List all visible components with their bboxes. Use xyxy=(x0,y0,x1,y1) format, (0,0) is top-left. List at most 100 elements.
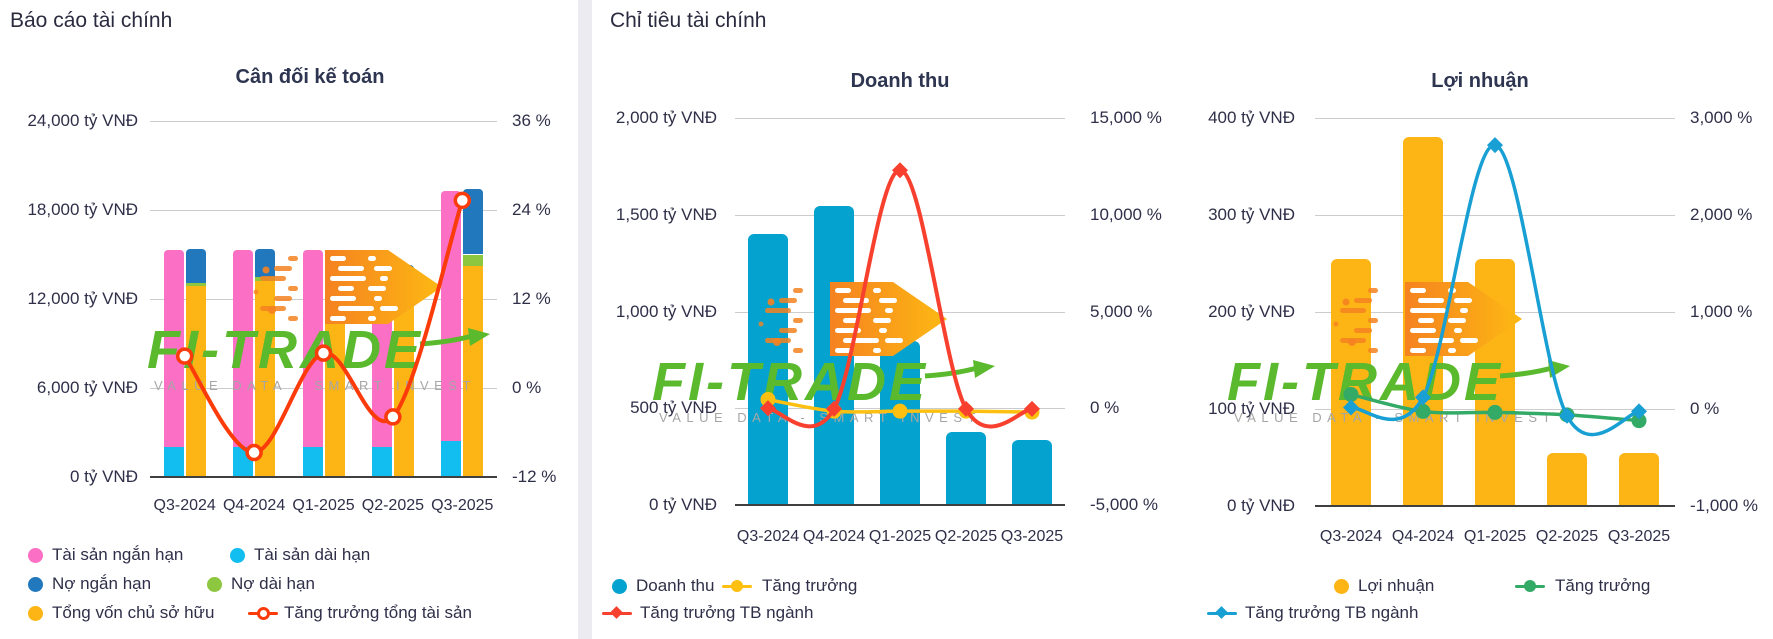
bar-segment-no-ngan-han[interactable] xyxy=(393,264,414,285)
y-axis-tick-label: 500 tỷ VNĐ xyxy=(630,398,717,418)
y-axis-tick-label: 2,000 tỷ VNĐ xyxy=(615,108,717,127)
legend-swatch-circle-icon xyxy=(28,605,43,621)
bar-segment-tong-von-chu-so-huu[interactable] xyxy=(393,294,414,477)
legend-label: Tăng trưởng TB ngành xyxy=(1245,603,1419,622)
legend-marker-icon xyxy=(1215,606,1228,619)
bar-segment-tai-san-dai-han[interactable] xyxy=(302,447,323,477)
x-axis-tick-label: Q3-2025 xyxy=(431,497,494,514)
legend-item-tai-san-ngan-han[interactable]: Tài sản ngắn hạn xyxy=(28,545,242,564)
legend-swatch-circle-icon xyxy=(1334,578,1349,594)
bar-segment-tai-san-ngan-han[interactable] xyxy=(233,250,254,448)
bar-segment-loi-nhuan[interactable] xyxy=(1547,452,1587,506)
x-axis-tick-label: Q4-2024 xyxy=(1391,528,1455,545)
bar-segment-loi-nhuan[interactable] xyxy=(1619,452,1659,506)
legend-item-tang-truong[interactable]: Tăng trưởng xyxy=(722,576,952,595)
x-axis-tick-label: Q3-2024 xyxy=(1319,528,1383,545)
grid-line xyxy=(1315,118,1675,119)
chart-title-loi-nhuan: Lợi nhuận xyxy=(1431,70,1529,92)
bar-segment-no-dai-han[interactable] xyxy=(463,254,484,267)
legend-label: Doanh thu xyxy=(636,576,715,595)
bar-segment-tong-von-chu-so-huu[interactable] xyxy=(463,266,484,477)
y-axis-tick-label: 100 tỷ VNĐ xyxy=(1208,399,1295,418)
legend-item-tang-truong[interactable]: Tăng trưởng xyxy=(1515,576,1745,595)
left-panel xyxy=(0,0,578,639)
x-axis-tick-label: Q2-2025 xyxy=(934,528,998,545)
x-axis-tick-label: Q2-2025 xyxy=(1535,528,1599,545)
bar-segment-tai-san-ngan-han[interactable] xyxy=(163,250,184,448)
legend-item-loi-nhuan[interactable]: Lợi nhuận xyxy=(1334,576,1548,595)
grid-line xyxy=(1315,215,1675,216)
x-axis-tick-label: Q1-2025 xyxy=(1463,528,1527,545)
chart-title-doanh-thu: Doanh thu xyxy=(850,70,950,92)
bar-segment-no-ngan-han[interactable] xyxy=(463,189,484,255)
x-axis-tick-label: Q3-2024 xyxy=(153,497,216,514)
bar-segment-tai-san-dai-han[interactable] xyxy=(371,447,392,477)
bar-segment-loi-nhuan[interactable] xyxy=(1331,258,1371,506)
bar-segment-no-dai-han[interactable] xyxy=(185,283,206,287)
legend-marker-icon xyxy=(1524,580,1536,592)
secondary-axis-tick-label: 0 % xyxy=(1090,398,1120,418)
y-axis-tick-label: 6,000 tỷ VNĐ xyxy=(36,378,138,397)
bar-segment-loi-nhuan[interactable] xyxy=(1403,137,1443,506)
bar-segment-doanh-thu[interactable] xyxy=(880,341,920,505)
bar-segment-loi-nhuan[interactable] xyxy=(1475,258,1515,506)
secondary-axis-tick-label: -5,000 % xyxy=(1090,495,1159,514)
bar-segment-tai-san-ngan-han[interactable] xyxy=(302,250,323,448)
x-axis-tick-label: Q1-2025 xyxy=(868,528,932,545)
secondary-axis-tick-label: 0 % xyxy=(1690,399,1720,418)
legend-item-tang-truong-tb-nganh[interactable]: Tăng trưởng TB ngành xyxy=(1207,603,1435,622)
bar-segment-tong-von-chu-so-huu[interactable] xyxy=(185,286,206,477)
y-axis-tick-label: 0 tỷ VNĐ xyxy=(1226,496,1295,515)
bar-segment-tai-san-dai-han[interactable] xyxy=(441,441,462,477)
legend-label: Tăng trưởng tổng tài sản xyxy=(284,603,472,622)
bar-segment-no-ngan-han[interactable] xyxy=(324,250,345,273)
bar-segment-tai-san-ngan-han[interactable] xyxy=(441,190,462,442)
x-axis-tick-label: Q2-2025 xyxy=(361,497,425,514)
bar-segment-tong-von-chu-so-huu[interactable] xyxy=(324,278,345,477)
bar-segment-doanh-thu[interactable] xyxy=(814,206,854,505)
grid-line xyxy=(150,121,497,122)
x-axis-tick-label: Q1-2025 xyxy=(292,497,355,514)
legend-item-no-dai-han[interactable]: Nợ dài hạn xyxy=(207,574,421,593)
bar-segment-no-dai-han[interactable] xyxy=(393,284,414,295)
bar-segment-no-ngan-han[interactable] xyxy=(185,248,206,284)
y-axis-tick-label: 400 tỷ VNĐ xyxy=(1208,108,1295,127)
bar-segment-doanh-thu[interactable] xyxy=(1012,440,1052,505)
legend-swatch-circle-icon xyxy=(28,576,43,592)
bar-segment-tai-san-ngan-han[interactable] xyxy=(371,263,392,448)
bar-segment-no-ngan-han[interactable] xyxy=(255,248,276,278)
legend-item-no-ngan-han[interactable]: Nợ ngắn hạn xyxy=(28,574,242,593)
y-axis-tick-label: 12,000 tỷ VNĐ xyxy=(27,289,138,308)
legend-item-tang-truong-tb-nganh[interactable]: Tăng trưởng TB ngành xyxy=(602,603,830,622)
legend-item-doanh-thu[interactable]: Doanh thu xyxy=(612,576,826,595)
legend-label: Lợi nhuận xyxy=(1358,576,1435,595)
bar-segment-tai-san-dai-han[interactable] xyxy=(233,447,254,477)
x-axis-tick-label: Q3-2025 xyxy=(1607,528,1671,545)
secondary-axis-tick-label: 12 % xyxy=(512,289,551,308)
bar-segment-no-dai-han[interactable] xyxy=(324,272,345,279)
legend-swatch-circle-icon xyxy=(230,547,245,563)
legend-item-tang-truong-tong-tai-san[interactable]: Tăng trưởng tổng tài sản xyxy=(248,603,474,622)
x-axis-line xyxy=(150,476,497,478)
secondary-axis-tick-label: 0 % xyxy=(512,378,542,397)
legend-marker-icon xyxy=(610,606,623,619)
legend-label: Tài sản ngắn hạn xyxy=(52,545,184,564)
bar-segment-no-dai-han[interactable] xyxy=(255,277,276,282)
bar-segment-tai-san-dai-han[interactable] xyxy=(163,447,184,477)
bar-segment-doanh-thu[interactable] xyxy=(748,234,788,505)
y-axis-tick-label: 0 tỷ VNĐ xyxy=(648,495,717,514)
legend-item-tai-san-dai-han[interactable]: Tài sản dài hạn xyxy=(230,545,444,564)
legend-swatch-circle-icon xyxy=(28,547,43,563)
x-axis-tick-label: Q4-2024 xyxy=(222,497,286,514)
grid-line xyxy=(735,118,1065,119)
x-axis-tick-label: Q3-2025 xyxy=(1000,528,1064,545)
legend-swatch-circle-icon xyxy=(207,576,222,592)
bar-segment-doanh-thu[interactable] xyxy=(946,432,986,505)
legend-item-tong-von-chu-so-huu[interactable]: Tổng vốn chủ sở hữu xyxy=(28,603,242,622)
x-axis-tick-label: Q4-2024 xyxy=(802,528,866,545)
legend-marker-icon xyxy=(731,580,743,592)
secondary-axis-tick-label: 5,000 % xyxy=(1090,301,1153,321)
bar-segment-tong-von-chu-so-huu[interactable] xyxy=(255,281,276,477)
y-axis-tick-label: 200 tỷ VNĐ xyxy=(1208,302,1295,321)
